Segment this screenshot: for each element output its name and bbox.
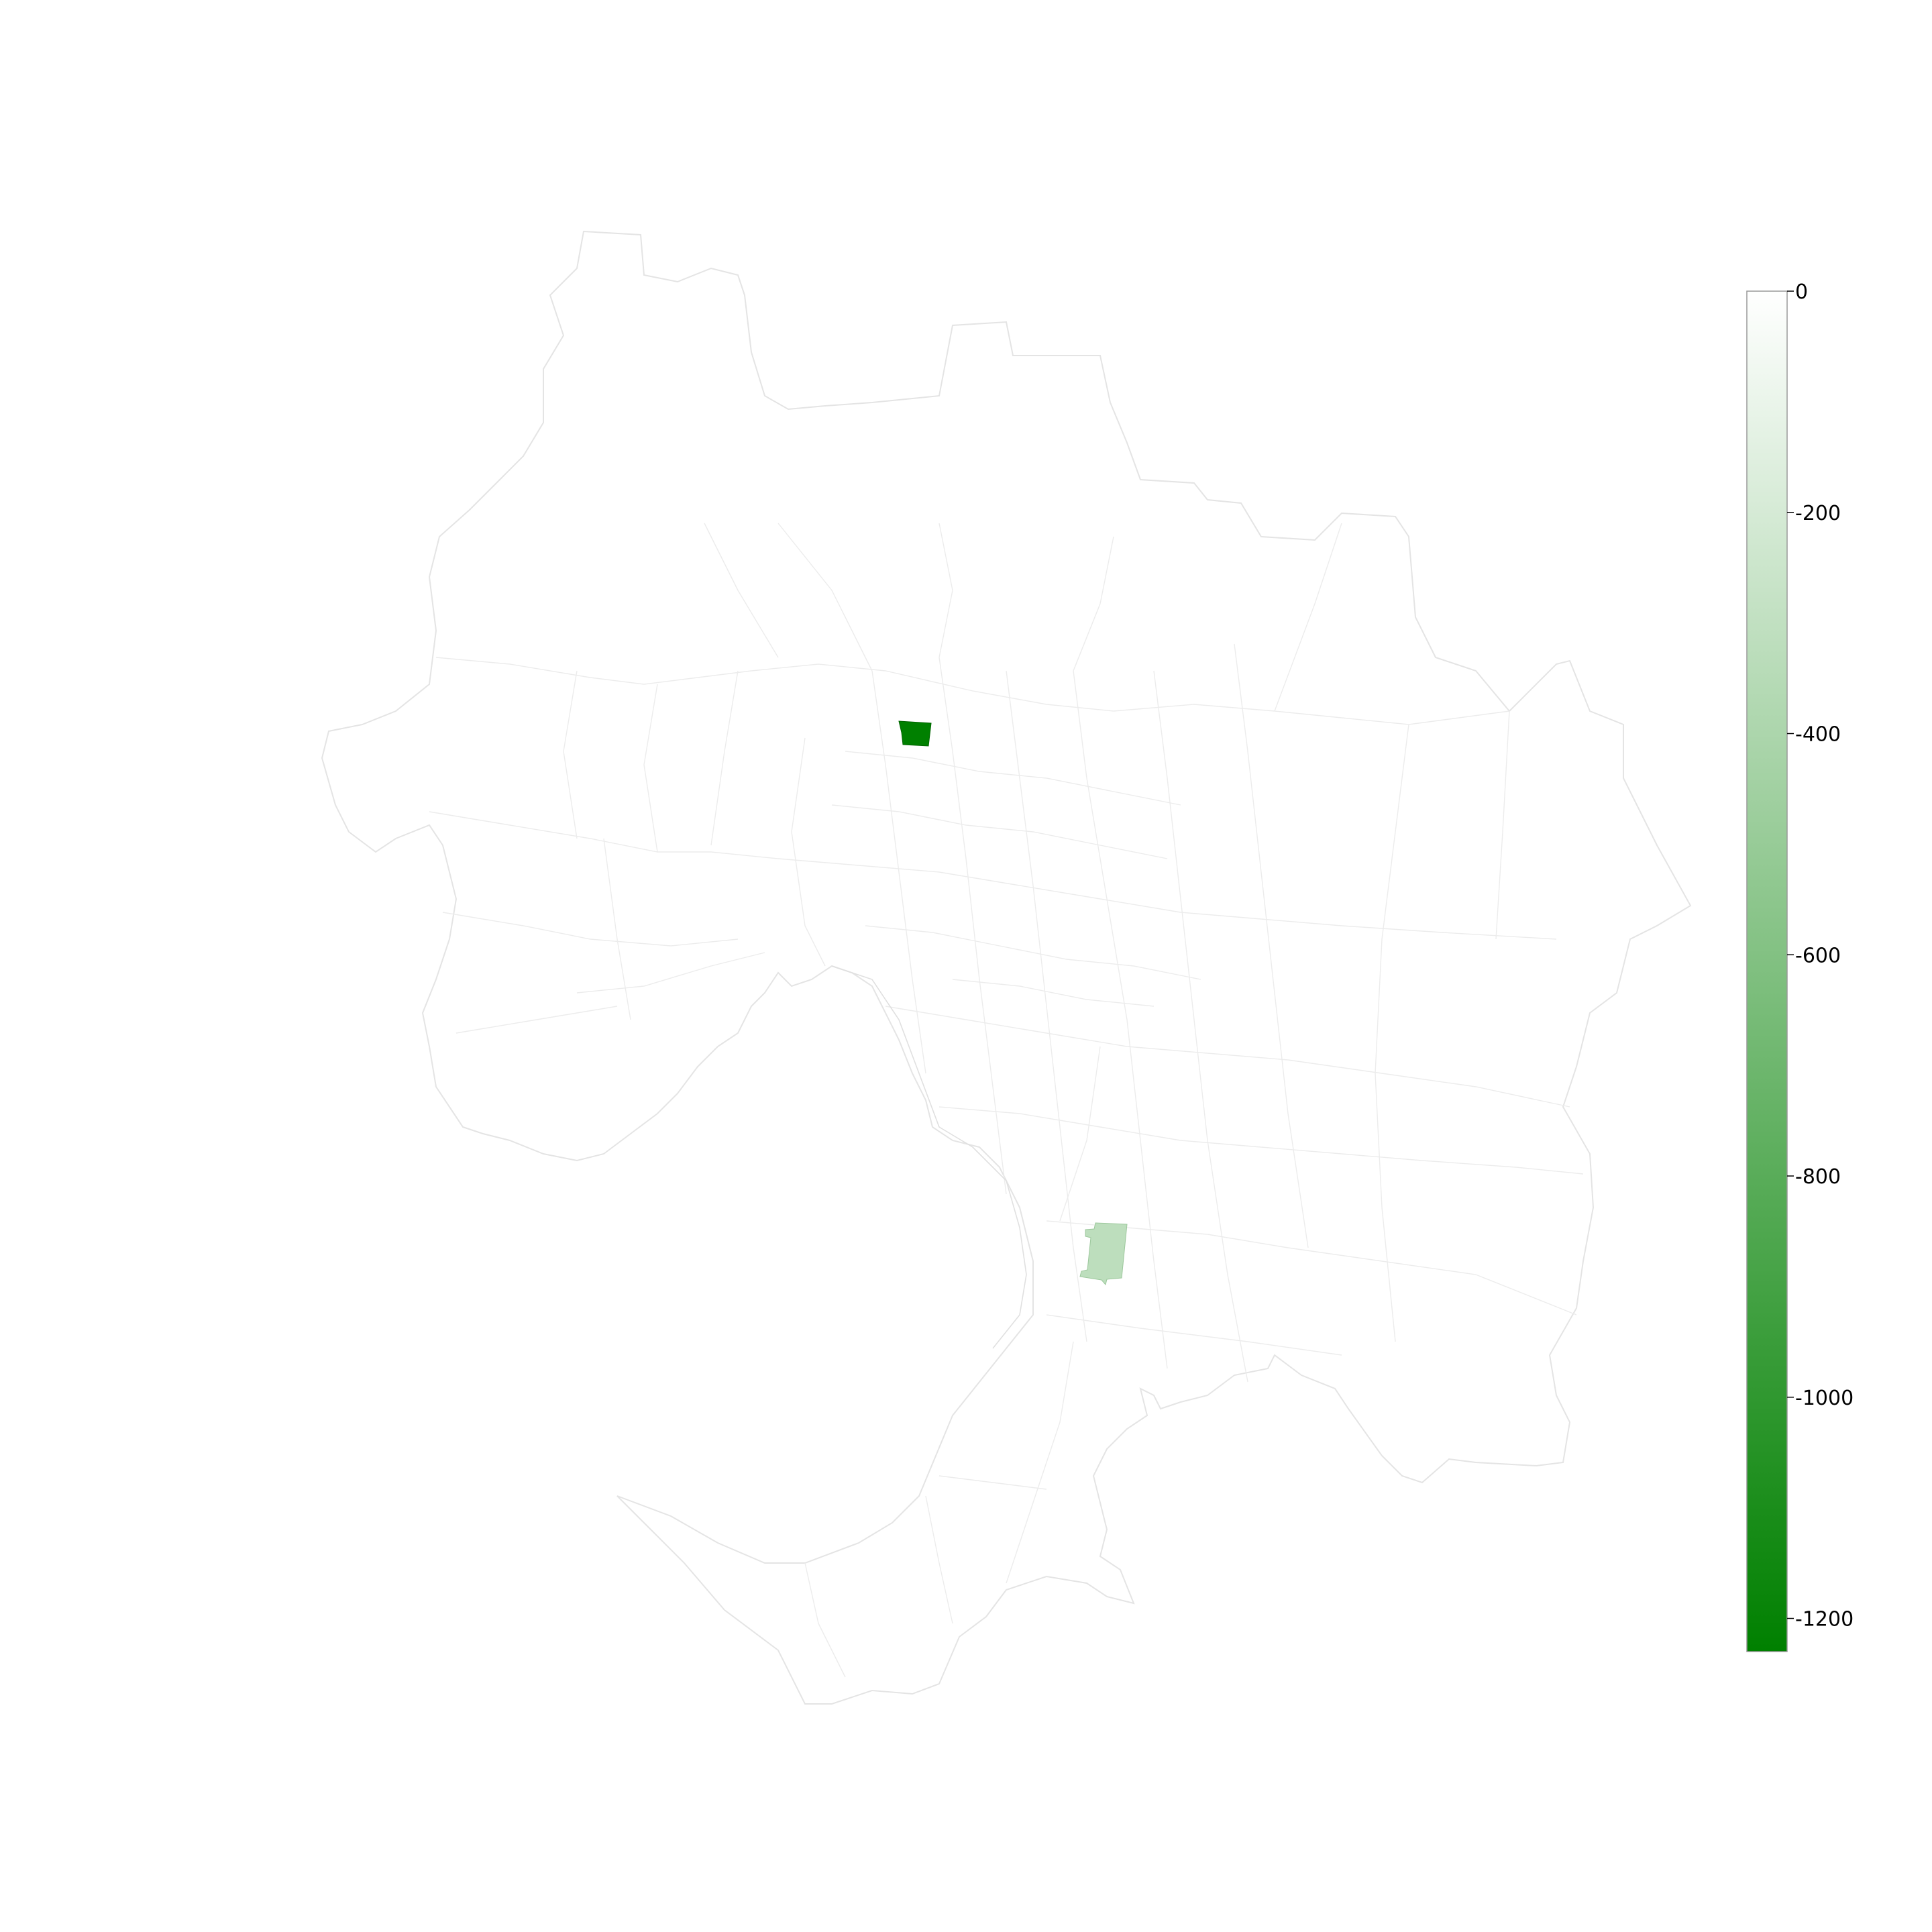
colorbar-tick-label: -400 (1795, 723, 1841, 747)
colorbar-ticks: 0 -200 -400 -600 -800 -1000 -1200 (1787, 280, 1854, 1631)
colorbar-tick-label: -200 (1795, 502, 1841, 525)
colorbar-tick-label: 0 (1795, 280, 1808, 304)
metro-outline (321, 230, 1692, 1705)
colorbar: 0 -200 -400 -600 -800 -1000 -1200 (1746, 280, 1854, 1652)
colorbar-tick-label: -600 (1795, 944, 1841, 967)
colorbar-gradient (1746, 290, 1788, 1652)
highlighted-region-north (898, 720, 932, 747)
bay-coastline (831, 965, 1027, 1349)
colorbar-tick-label: -800 (1795, 1165, 1841, 1189)
highlighted-region-south (1079, 1222, 1128, 1286)
colorbar-tick-label: -1000 (1795, 1387, 1854, 1410)
colorbar-tick-label: -1200 (1795, 1608, 1854, 1631)
